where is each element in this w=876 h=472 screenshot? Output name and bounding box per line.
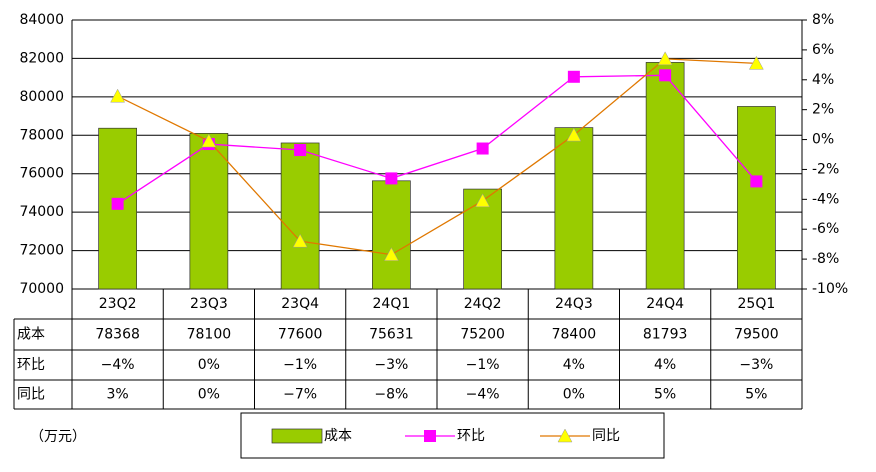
- marker: [750, 175, 763, 188]
- y2-tick-label: 4%: [812, 72, 834, 88]
- table-cell: 0%: [563, 387, 585, 403]
- line: [117, 58, 757, 256]
- y2-tick-label: -8%: [812, 251, 839, 267]
- y-tick-label: 80000: [19, 89, 64, 105]
- marker: [110, 88, 126, 103]
- x-tick-label: 23Q4: [281, 296, 319, 312]
- table-cell: −3%: [374, 357, 408, 373]
- table-cell: 3%: [107, 387, 129, 403]
- table-cell: 4%: [654, 357, 676, 373]
- x-tick-label: 23Q2: [99, 296, 137, 312]
- x-tick-label: 24Q1: [373, 296, 411, 312]
- x-tick-label: 25Q1: [738, 296, 776, 312]
- table-cell: 79500: [734, 327, 779, 343]
- legend-marker: [557, 428, 573, 443]
- marker: [476, 142, 489, 155]
- bar: [280, 142, 320, 290]
- table-cell: 0%: [198, 357, 220, 373]
- table-cell: 78368: [95, 327, 140, 343]
- y-tick-label: 76000: [19, 166, 64, 182]
- marker: [292, 233, 308, 248]
- legend-label: 环比: [457, 428, 485, 444]
- table-cell: −1%: [466, 357, 500, 373]
- marker: [659, 69, 672, 82]
- table-cell: −1%: [283, 357, 317, 373]
- line: [117, 74, 757, 205]
- legend-label: 同比: [592, 428, 620, 444]
- x-tick-label: 24Q2: [464, 296, 502, 312]
- marker: [566, 127, 582, 142]
- y-tick-label: 70000: [19, 281, 64, 297]
- table-cell: 81793: [643, 327, 688, 343]
- table-cell: 75200: [460, 327, 505, 343]
- table-cell: −4%: [101, 357, 135, 373]
- y2-tick-label: -10%: [812, 281, 848, 297]
- table-cell: −4%: [466, 387, 500, 403]
- marker: [201, 133, 217, 148]
- bar: [554, 127, 594, 290]
- y2-tick-label: -4%: [812, 191, 839, 207]
- x-tick-label: 24Q3: [555, 296, 593, 312]
- y2-tick-label: 2%: [812, 102, 834, 118]
- bar: [372, 180, 411, 290]
- table-cell: −3%: [739, 357, 773, 373]
- marker: [385, 172, 398, 185]
- y2-tick-label: -2%: [812, 161, 839, 177]
- table-cell: 78100: [187, 327, 232, 343]
- y-tick-label: 74000: [19, 204, 64, 220]
- y2-tick-label: -6%: [812, 221, 839, 237]
- table-cell: 4%: [563, 357, 585, 373]
- table-cell: 0%: [198, 387, 220, 403]
- table-row-label: 同比: [17, 387, 45, 403]
- y-tick-label: 82000: [19, 50, 64, 66]
- bar: [189, 133, 229, 290]
- marker: [567, 70, 580, 83]
- y-tick-label: 72000: [19, 243, 64, 259]
- table-row-label: 成本: [17, 327, 45, 343]
- bar: [737, 106, 776, 290]
- table-cell: 77600: [278, 327, 323, 343]
- marker: [294, 144, 307, 157]
- table-cell: 5%: [654, 387, 676, 403]
- marker: [748, 55, 764, 70]
- bar: [645, 62, 685, 290]
- table-cell: 5%: [745, 387, 767, 403]
- y2-tick-label: 6%: [812, 42, 834, 58]
- legend-marker: [424, 430, 436, 442]
- marker: [475, 193, 491, 208]
- x-tick-label: 23Q3: [190, 296, 228, 312]
- y-tick-label: 78000: [19, 127, 64, 143]
- marker: [657, 51, 673, 66]
- table-cell: 75631: [369, 327, 414, 343]
- unit-label: （万元）: [30, 429, 86, 445]
- y-tick-label: 84000: [19, 12, 64, 28]
- legend-label: 成本: [324, 428, 352, 444]
- table-cell: 78400: [552, 327, 597, 343]
- table-cell: −7%: [283, 387, 317, 403]
- x-tick-label: 24Q4: [646, 296, 684, 312]
- marker: [111, 197, 124, 210]
- y2-tick-label: 0%: [812, 132, 834, 148]
- marker: [383, 247, 399, 261]
- table-row-label: 环比: [17, 357, 45, 373]
- legend-swatch: [271, 428, 323, 444]
- y2-tick-label: 8%: [812, 12, 834, 28]
- table-cell: −8%: [374, 387, 408, 403]
